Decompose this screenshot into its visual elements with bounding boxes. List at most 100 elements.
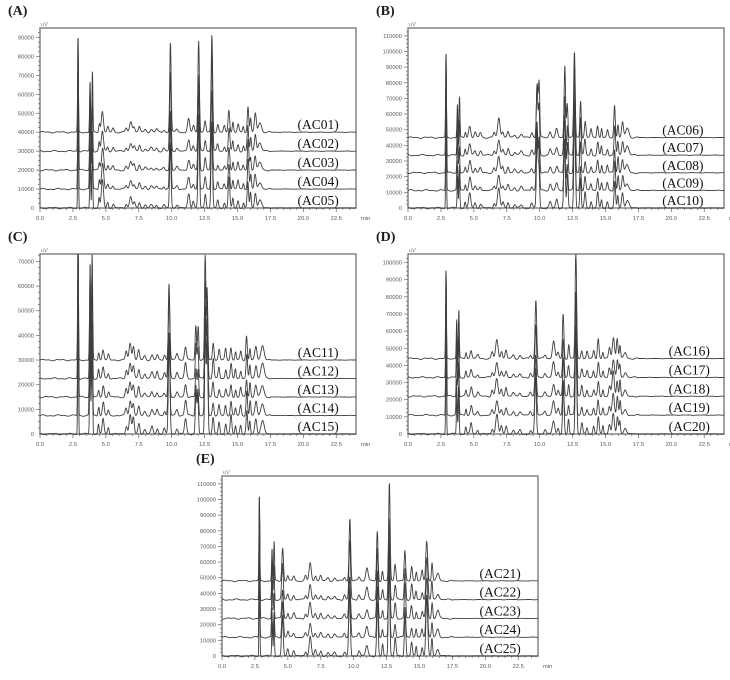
trace-ac06 — [407, 52, 725, 139]
x-tick-label: 7.5 — [503, 442, 511, 448]
y-tick-label: 60000 — [200, 560, 216, 566]
trace-ac17 — [407, 273, 725, 379]
panel-e-letter: (E) — [196, 452, 215, 467]
y-axis-unit-label: uV — [223, 470, 231, 476]
x-tick-label: 10.0 — [166, 442, 177, 448]
y-tick-label: 70000 — [386, 312, 402, 318]
x-tick-label: 2.5 — [437, 442, 445, 448]
y-tick-label: 50000 — [386, 128, 402, 134]
x-tick-label: 2.5 — [251, 664, 259, 670]
y-tick-label: 110000 — [197, 482, 216, 488]
x-tick-label: 5.0 — [102, 216, 110, 222]
trace-ac02 — [39, 38, 357, 153]
x-tick-label: 2.5 — [69, 442, 77, 448]
trace-ac13 — [39, 256, 357, 399]
y-tick-label: 0 — [213, 654, 216, 660]
panel-a-letter: (A) — [8, 4, 28, 19]
x-axis-unit-label: min — [361, 442, 370, 448]
trace-label-ac03: (AC03) — [297, 155, 338, 170]
panel-d-letter: (D) — [376, 230, 396, 245]
y-tick-label: 90000 — [200, 513, 216, 519]
trace-label-ac13: (AC13) — [297, 382, 338, 397]
x-axis-unit-label: min — [361, 216, 370, 222]
panel-e: (E) 10000 20000 30000 40000 50000 60000 70000 8… — [190, 452, 554, 674]
y-axis-unit-label: uV — [409, 248, 417, 254]
trace-ac24 — [221, 539, 539, 639]
panel-c: (C) 10000 20000 30000 40000 50000 60000 70000 0… — [8, 230, 372, 452]
trace-ac08 — [407, 71, 725, 175]
x-tick-label: 20.0 — [480, 664, 491, 670]
y-tick-label: 0 — [31, 206, 34, 212]
x-tick-label: 17.5 — [633, 442, 644, 448]
y-tick-label: 50000 — [200, 576, 216, 582]
x-tick-label: 7.5 — [135, 442, 143, 448]
trace-label-ac23: (AC23) — [479, 603, 520, 618]
x-tick-label: 22.5 — [513, 664, 524, 670]
y-tick-label: 0 — [399, 432, 402, 438]
y-tick-label: 10000 — [18, 407, 34, 413]
y-tick-label: 40000 — [386, 363, 402, 369]
trace-label-ac17: (AC17) — [669, 362, 710, 377]
y-tick-label: 40000 — [386, 143, 402, 149]
y-axis-unit-label: uV — [409, 22, 417, 28]
x-tick-label: 12.5 — [567, 216, 578, 222]
x-tick-label: 7.5 — [503, 216, 511, 222]
y-tick-label: 80000 — [386, 295, 402, 301]
trace-ac12 — [39, 253, 357, 380]
y-tick-label: 100000 — [383, 49, 402, 55]
trace-ac04 — [39, 71, 357, 191]
x-tick-label: 7.5 — [135, 216, 143, 222]
trace-label-ac11: (AC11) — [298, 345, 339, 360]
trace-ac23 — [221, 517, 539, 620]
trace-label-ac21: (AC21) — [479, 566, 520, 581]
trace-label-ac12: (AC12) — [297, 364, 338, 379]
x-tick-label: 12.5 — [381, 664, 392, 670]
y-tick-label: 70000 — [18, 73, 34, 79]
x-tick-label: 5.0 — [470, 442, 478, 448]
y-tick-label: 60000 — [18, 284, 34, 290]
trace-label-ac05: (AC05) — [297, 193, 338, 208]
x-tick-label: 15.0 — [232, 216, 243, 222]
trace-label-ac04: (AC04) — [297, 174, 338, 189]
x-tick-label: 5.0 — [284, 664, 292, 670]
y-tick-label: 70000 — [386, 96, 402, 102]
trace-label-ac20: (AC20) — [669, 419, 710, 434]
x-tick-label: 0.0 — [404, 216, 412, 222]
trace-ac19 — [407, 310, 725, 417]
trace-ac18 — [407, 283, 725, 398]
x-tick-label: 22.5 — [331, 442, 342, 448]
trace-label-ac09: (AC09) — [662, 175, 703, 190]
trace-ac05 — [39, 104, 357, 209]
trace-label-ac14: (AC14) — [297, 401, 338, 416]
y-tick-label: 20000 — [18, 383, 34, 389]
panel-d: (D) 10000 20000 30000 40000 50000 60000 70000 8… — [376, 230, 730, 452]
y-tick-label: 90000 — [386, 278, 402, 284]
trace-ac11 — [39, 253, 357, 362]
y-tick-label: 40000 — [18, 333, 34, 339]
trace-label-ac18: (AC18) — [669, 381, 710, 396]
x-tick-label: 15.0 — [600, 442, 611, 448]
y-tick-label: 50000 — [18, 111, 34, 117]
y-tick-label: 10000 — [200, 638, 216, 644]
panel-c-plot: 10000 20000 30000 40000 50000 60000 70000 00.0 2… — [18, 248, 370, 448]
y-tick-label: 50000 — [386, 346, 402, 352]
y-tick-label: 100000 — [197, 497, 216, 503]
panel-b: (B) 10000 20000 30000 40000 50000 60000 70000 8… — [376, 4, 730, 226]
panel-b-plot: 10000 20000 30000 40000 50000 60000 70000 80000… — [383, 22, 730, 222]
y-tick-label: 100000 — [383, 261, 402, 267]
trace-ac10 — [407, 101, 725, 209]
x-tick-label: 17.5 — [265, 442, 276, 448]
trace-ac22 — [221, 496, 539, 601]
y-tick-label: 20000 — [200, 623, 216, 629]
y-tick-label: 110000 — [383, 34, 402, 40]
y-tick-label: 10000 — [386, 190, 402, 196]
x-tick-label: 10.0 — [348, 664, 359, 670]
x-tick-label: 22.5 — [331, 216, 342, 222]
x-tick-label: 15.0 — [232, 442, 243, 448]
y-tick-label: 80000 — [200, 529, 216, 535]
trace-ac20 — [407, 325, 725, 435]
y-tick-label: 20000 — [386, 175, 402, 181]
trace-label-ac15: (AC15) — [297, 419, 338, 434]
x-tick-label: 2.5 — [69, 216, 77, 222]
